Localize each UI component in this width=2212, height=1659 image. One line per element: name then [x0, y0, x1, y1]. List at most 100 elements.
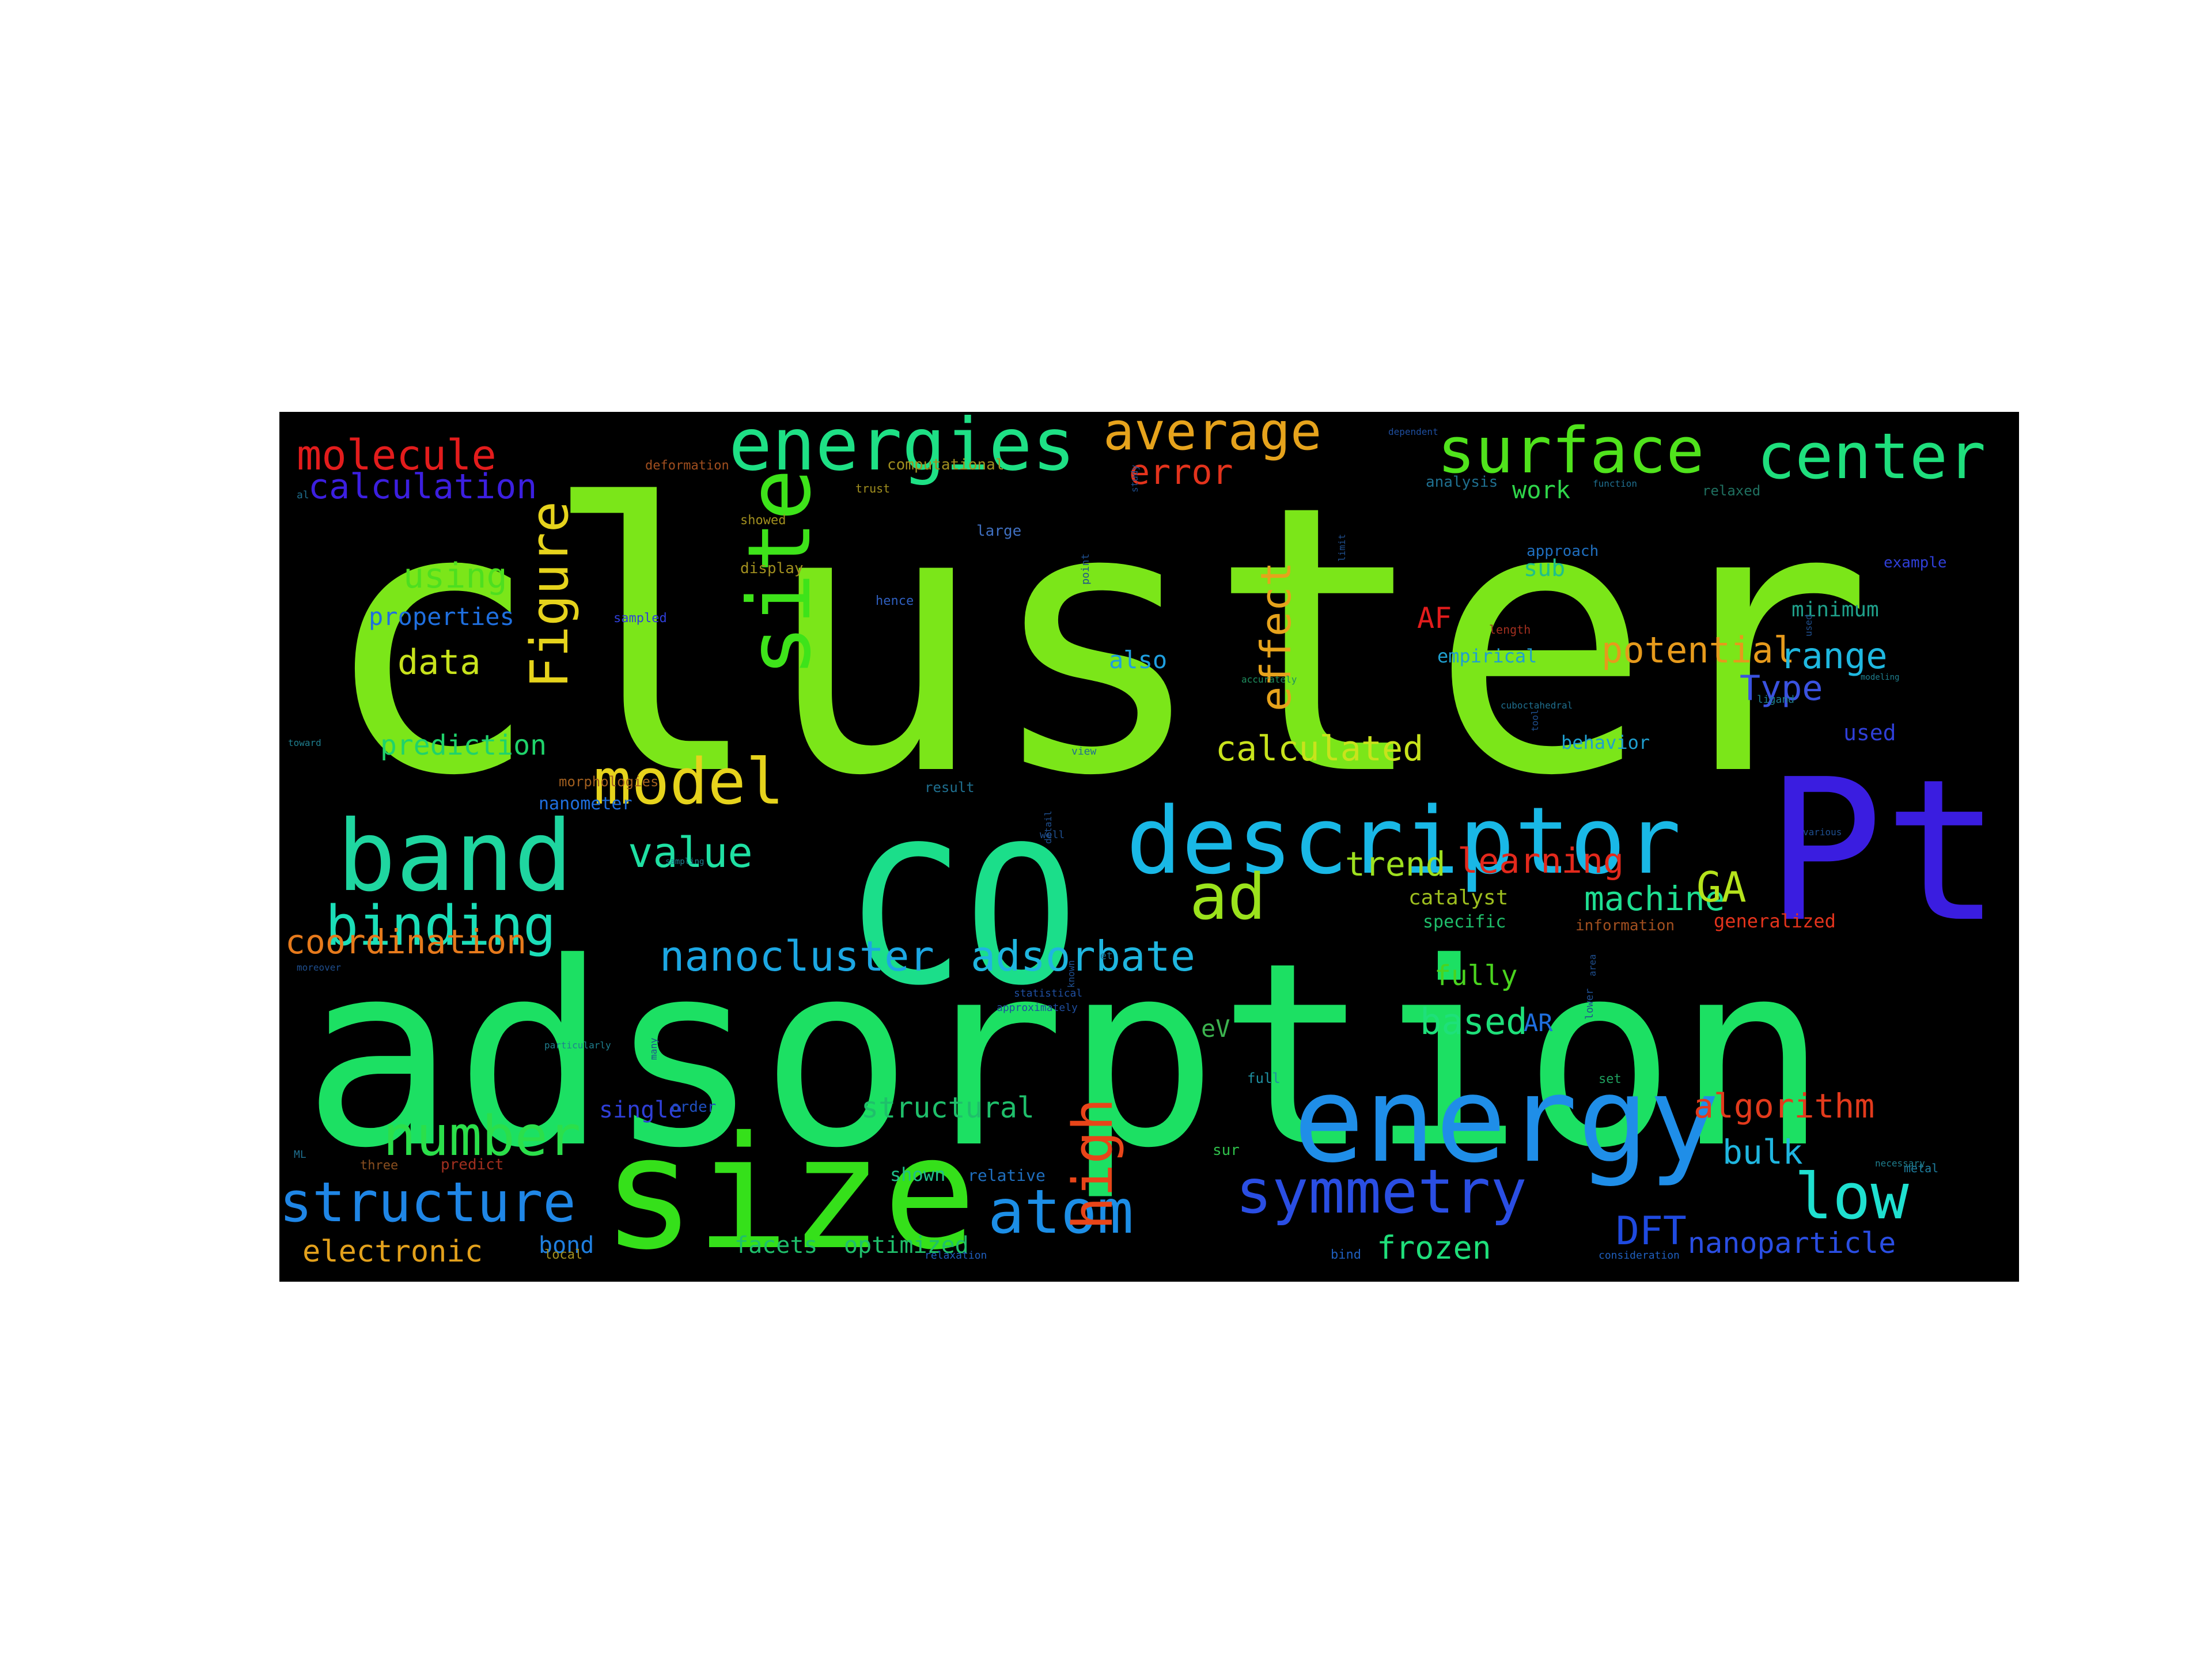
- word-fully: fully: [1434, 960, 1518, 992]
- word-value: value: [628, 828, 753, 877]
- word-bulk: bulk: [1722, 1132, 1803, 1172]
- word-adsorbate: adsorbate: [971, 932, 1195, 980]
- word-model: model: [593, 745, 784, 819]
- word-band: band: [337, 800, 573, 914]
- word-error: error: [1129, 452, 1233, 493]
- word-area: area: [1587, 954, 1598, 976]
- word-behavior: behavior: [1561, 732, 1650, 753]
- word-ad: ad: [1190, 860, 1266, 934]
- word-catalyst: catalyst: [1408, 886, 1508, 910]
- word-effect: effect: [1252, 562, 1300, 711]
- word-also: also: [1109, 646, 1167, 674]
- word-energies: energies: [729, 412, 1075, 487]
- word-learning: learning: [1457, 841, 1624, 881]
- word-pt: Pt: [1766, 737, 2001, 965]
- word-approach: approach: [1527, 543, 1599, 560]
- word-using: using: [403, 556, 507, 596]
- word-point: point: [1080, 554, 1092, 585]
- word-energy: energy: [1293, 1052, 1720, 1189]
- word-electronic: electronic: [302, 1234, 483, 1269]
- word-type: Type: [1740, 668, 1823, 709]
- word-shown: shown: [890, 1164, 945, 1185]
- word-full: full: [1247, 1070, 1281, 1086]
- word-lower: lower: [1584, 988, 1596, 1020]
- word-three: three: [360, 1158, 398, 1173]
- word-ar: AR: [1524, 1009, 1553, 1037]
- word-information: information: [1575, 917, 1675, 934]
- word-modeling: modeling: [1861, 673, 1899, 682]
- word-average: average: [1103, 412, 1321, 462]
- word-function: function: [1593, 478, 1637, 489]
- word-adsorption: adsorption: [302, 908, 1828, 1203]
- word-detail: detail: [1043, 810, 1054, 844]
- word-calculated: calculated: [1215, 729, 1423, 769]
- word-descriptor: descriptor: [1126, 787, 1681, 895]
- word-study: study: [1129, 464, 1140, 493]
- word-nanoparticle: nanoparticle: [1688, 1226, 1896, 1260]
- word-nanometer: nanometer: [539, 794, 632, 814]
- word-toward: toward: [288, 737, 321, 748]
- word-computational: computational: [887, 456, 1005, 474]
- word-moreover: moreover: [297, 962, 341, 973]
- word-particularly: particularly: [544, 1040, 611, 1051]
- word-molecule: molecule: [297, 431, 497, 479]
- word-relative: relative: [968, 1166, 1046, 1185]
- word-local: local: [544, 1248, 582, 1262]
- word-structural: structural: [861, 1091, 1035, 1124]
- word-nanocluster: nanocluster: [660, 932, 934, 980]
- word-ev: eV: [1201, 1014, 1230, 1043]
- word-surface: surface: [1437, 414, 1705, 487]
- word-cloud: cluster adsorption CO Pt size energy descripto…: [279, 412, 2019, 1282]
- word-algorithm: algorithm: [1694, 1086, 1874, 1126]
- word-order: order: [671, 1099, 716, 1116]
- word-morphologies: morphologies: [559, 774, 658, 790]
- word-dependent: dependent: [1388, 426, 1438, 437]
- word-cluster: cluster: [320, 427, 1873, 856]
- word-et: et: [1100, 950, 1113, 962]
- word-size: size: [602, 1103, 976, 1282]
- word-bond: bond: [539, 1232, 594, 1259]
- word-sampling: sampling: [665, 857, 704, 866]
- word-large: large: [976, 522, 1021, 540]
- word-single: single: [599, 1097, 683, 1123]
- word-prediction: prediction: [380, 729, 547, 762]
- word-number: number: [383, 1105, 581, 1168]
- word-many: many: [648, 1037, 659, 1060]
- word-display: display: [740, 560, 804, 577]
- word-sub: sub: [1524, 555, 1565, 582]
- word-dft: DFT: [1616, 1209, 1687, 1254]
- word-structure: structure: [279, 1171, 576, 1234]
- word-relaxed: relaxed: [1702, 483, 1760, 499]
- word-work: work: [1512, 476, 1570, 504]
- word-consideration: consideration: [1599, 1249, 1680, 1262]
- word-coordination: coordination: [285, 922, 527, 961]
- word-view: view: [1071, 745, 1097, 757]
- word-metal: metal: [1904, 1161, 1938, 1175]
- word-ml: ML: [294, 1149, 306, 1161]
- word-various: various: [1803, 827, 1842, 838]
- word-range: range: [1780, 635, 1888, 677]
- word-machine: machine: [1584, 879, 1725, 918]
- word-based: based: [1420, 1001, 1528, 1043]
- word-necessary: necessary: [1875, 1158, 1925, 1169]
- word-trend: trend: [1345, 844, 1446, 884]
- word-length: length: [1489, 623, 1531, 637]
- word-trust: trust: [855, 482, 890, 495]
- word-properties: properties: [369, 603, 514, 631]
- word-sur: sur: [1213, 1142, 1240, 1159]
- word-optimized: optimized: [844, 1232, 969, 1259]
- word-relaxation: relaxation: [925, 1249, 987, 1262]
- word-empirical: empirical: [1437, 645, 1537, 667]
- word-minimum: minimum: [1791, 598, 1879, 622]
- word-limit: limit: [1336, 534, 1347, 562]
- word-af: AF: [1417, 601, 1452, 635]
- word-tool: tool: [1529, 709, 1540, 732]
- word-predict: predict: [441, 1156, 504, 1173]
- word-ga: GA: [1696, 863, 1747, 911]
- word-atom: atom: [988, 1177, 1134, 1247]
- word-center: center: [1757, 419, 1986, 493]
- word-ligand: ligand: [1757, 694, 1794, 706]
- word-calculation: calculation: [308, 467, 537, 507]
- word-high: high: [1062, 1098, 1125, 1230]
